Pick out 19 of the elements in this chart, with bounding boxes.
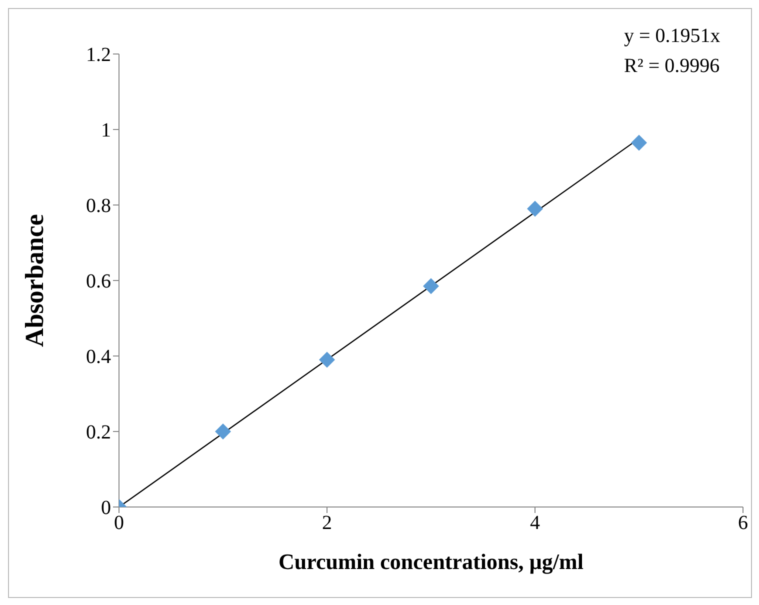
- point: [215, 424, 231, 440]
- y-tick-label: 0.6: [86, 270, 111, 293]
- x-tick-label: 2: [322, 512, 332, 534]
- y-tick-label: 0.8: [86, 195, 111, 218]
- x-tick-label: 4: [530, 512, 540, 534]
- y-tick-label: 0: [101, 497, 111, 520]
- point: [319, 352, 335, 368]
- y-axis-title: Absorbance: [20, 214, 50, 347]
- point: [527, 200, 543, 217]
- point: [631, 134, 647, 151]
- point: [423, 278, 439, 294]
- text: y = 0.1951x: [624, 24, 720, 49]
- y-tick-label: 1: [101, 120, 111, 142]
- x-tick-label: 6: [738, 512, 748, 534]
- y-tick-label: 0.4: [86, 346, 111, 368]
- x-axis-title: Curcumin concentrations, µg/ml: [278, 549, 584, 574]
- annotation: R² = 0.9996: [624, 54, 720, 79]
- y-tick-label: 1.2: [86, 44, 111, 66]
- y-tick-label: 0.2: [86, 422, 111, 444]
